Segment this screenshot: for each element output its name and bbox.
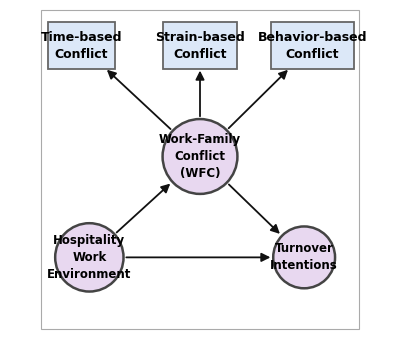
Text: Strain-based
Conflict: Strain-based Conflict: [155, 31, 245, 61]
Text: Work-Family
Conflict
(WFC): Work-Family Conflict (WFC): [159, 133, 241, 180]
FancyBboxPatch shape: [48, 22, 114, 69]
FancyBboxPatch shape: [163, 22, 237, 69]
Text: Turnover
Intentions: Turnover Intentions: [270, 242, 338, 272]
FancyBboxPatch shape: [271, 22, 354, 69]
Text: Behavior-based
Conflict: Behavior-based Conflict: [258, 31, 367, 61]
Circle shape: [55, 223, 124, 292]
Circle shape: [162, 119, 238, 194]
Text: Hospitality
Work
Environment: Hospitality Work Environment: [47, 234, 132, 281]
Text: Time-based
Conflict: Time-based Conflict: [40, 31, 122, 61]
Circle shape: [273, 226, 335, 288]
